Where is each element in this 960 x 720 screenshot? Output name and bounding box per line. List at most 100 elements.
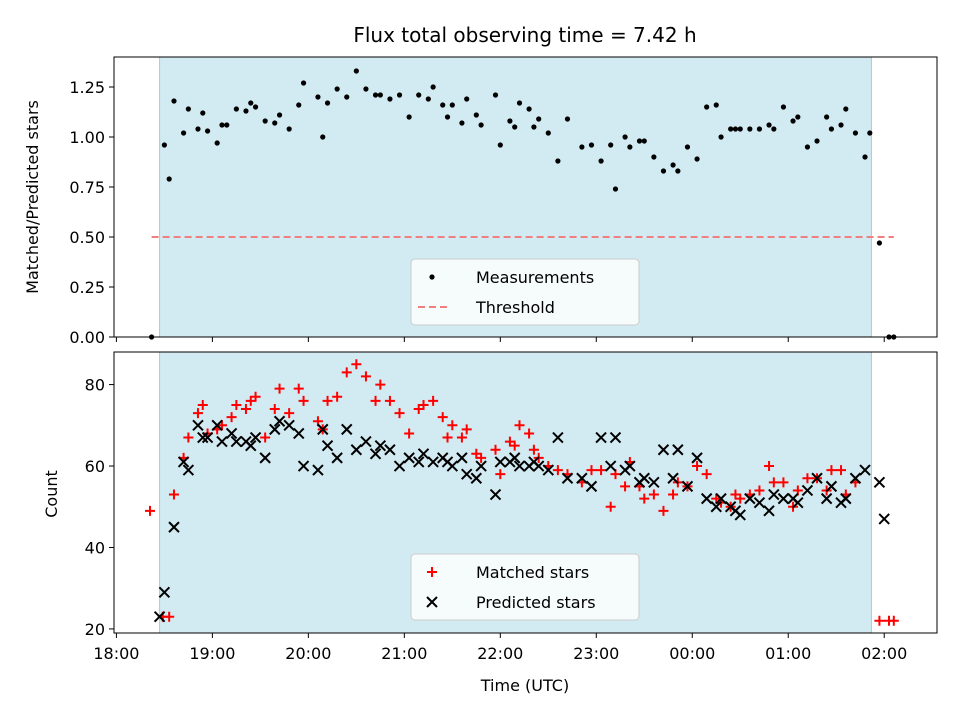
matched-star-point <box>404 428 415 439</box>
measurement-point <box>824 114 830 120</box>
predicted-star-point <box>153 611 166 623</box>
matched-star-point <box>351 359 362 370</box>
predicted-star-point <box>403 452 415 464</box>
legend: Measurements Threshold <box>410 258 640 326</box>
matched-star-point <box>260 432 271 443</box>
predicted-star-point <box>595 431 607 444</box>
predicted-star-point <box>609 431 622 444</box>
measurement-point <box>252 104 259 110</box>
predicted-star-point <box>427 456 439 468</box>
measurement-point <box>684 144 691 150</box>
measurement-point <box>286 126 292 132</box>
measurement-point <box>406 114 412 120</box>
measurement-point <box>219 122 225 128</box>
top-ylabel: Matched/Predicted stars <box>23 100 42 294</box>
measurement-point <box>771 126 777 132</box>
matched-star-point <box>528 444 539 455</box>
predicted-star-point <box>393 460 406 472</box>
predicted-star-point <box>216 435 228 448</box>
measurement-point <box>204 128 211 134</box>
matched-star-point <box>183 432 194 443</box>
predicted-star-point <box>158 586 171 598</box>
predicted-star-point <box>792 496 804 509</box>
predicted-star-point <box>321 439 334 452</box>
predicted-star-point <box>638 472 650 484</box>
measurement-point <box>444 114 451 120</box>
matched-star-point <box>418 399 429 410</box>
predicted-star-point <box>744 492 756 505</box>
matched-star-point <box>216 420 227 431</box>
predicted-star-point <box>840 492 852 505</box>
measurement-point <box>756 126 763 132</box>
legend: Matched stars Predicted stars <box>410 553 640 621</box>
matched-star-point <box>768 477 779 488</box>
predicted-star-point <box>734 509 746 521</box>
predicted-star-point <box>552 431 564 444</box>
measurement-point <box>737 126 743 132</box>
matched-star-point <box>658 505 669 516</box>
measurement-point <box>272 120 278 126</box>
matched-star-point <box>269 404 280 415</box>
predicted-star-point <box>192 419 204 432</box>
measurement-point <box>622 134 628 140</box>
predicted-star-point <box>710 501 722 513</box>
x-tick-label: 20:00 <box>285 644 331 663</box>
matched-star-point <box>375 379 386 390</box>
predicted-star-point <box>259 452 271 464</box>
predicted-star-point <box>801 484 814 497</box>
measurement-point <box>396 92 403 98</box>
matched-star-point <box>495 469 506 480</box>
legend-label: Measurements <box>476 268 594 287</box>
measurement-point <box>248 100 254 106</box>
predicted-star-point <box>461 468 473 480</box>
predicted-star-point <box>576 472 588 484</box>
measurement-point <box>718 134 724 140</box>
matched-star-point <box>826 465 837 476</box>
y-tick-label: 1.25 <box>69 78 105 97</box>
measurement-point <box>588 142 595 148</box>
matched-star-point <box>754 485 765 496</box>
measurement-point <box>660 168 667 174</box>
matched-star-point <box>384 395 395 406</box>
matched-star-point <box>226 412 237 423</box>
predicted-star-point <box>360 435 372 448</box>
predicted-star-point <box>201 431 214 444</box>
predicted-star-point <box>269 423 281 436</box>
matched-star-point <box>620 481 631 492</box>
legend-label: Threshold <box>475 298 555 317</box>
measurement-point <box>324 100 331 106</box>
matched-star-point <box>586 465 597 476</box>
measurement-point <box>473 112 479 118</box>
x-tick-label: 02:00 <box>861 644 907 663</box>
predicted-star-point <box>168 521 180 533</box>
y-tick-label: 0.50 <box>69 228 105 247</box>
measurement-point <box>430 84 436 90</box>
measurement-point <box>862 154 868 160</box>
predicted-star-point <box>561 472 574 484</box>
matched-star-point <box>668 489 679 500</box>
measurement-point <box>185 106 191 112</box>
predicted-star-point <box>508 452 521 464</box>
y-tick-label: 40 <box>85 538 105 557</box>
predicted-star-point <box>681 480 694 493</box>
predicted-star-point <box>245 439 257 452</box>
measurement-point <box>516 100 523 106</box>
measurement-point <box>507 118 513 124</box>
measurement-point <box>353 68 359 74</box>
measurement-point <box>440 102 446 108</box>
measurement-point <box>867 130 873 136</box>
measurement-point <box>214 140 220 146</box>
measurement-point <box>795 114 801 120</box>
matched-star-point <box>648 489 659 500</box>
measurement-point <box>296 102 302 108</box>
bottom-ylabel: Count <box>42 470 61 518</box>
measurement-point <box>651 154 657 160</box>
measurement-point <box>598 158 604 164</box>
predicted-star-point <box>532 460 545 472</box>
predicted-star-point <box>494 456 507 468</box>
predicted-star-point <box>446 460 459 472</box>
matched-star-point <box>442 432 453 443</box>
measurement-point <box>555 158 561 164</box>
predicted-star-point <box>753 496 766 509</box>
matched-star-point <box>231 399 242 410</box>
